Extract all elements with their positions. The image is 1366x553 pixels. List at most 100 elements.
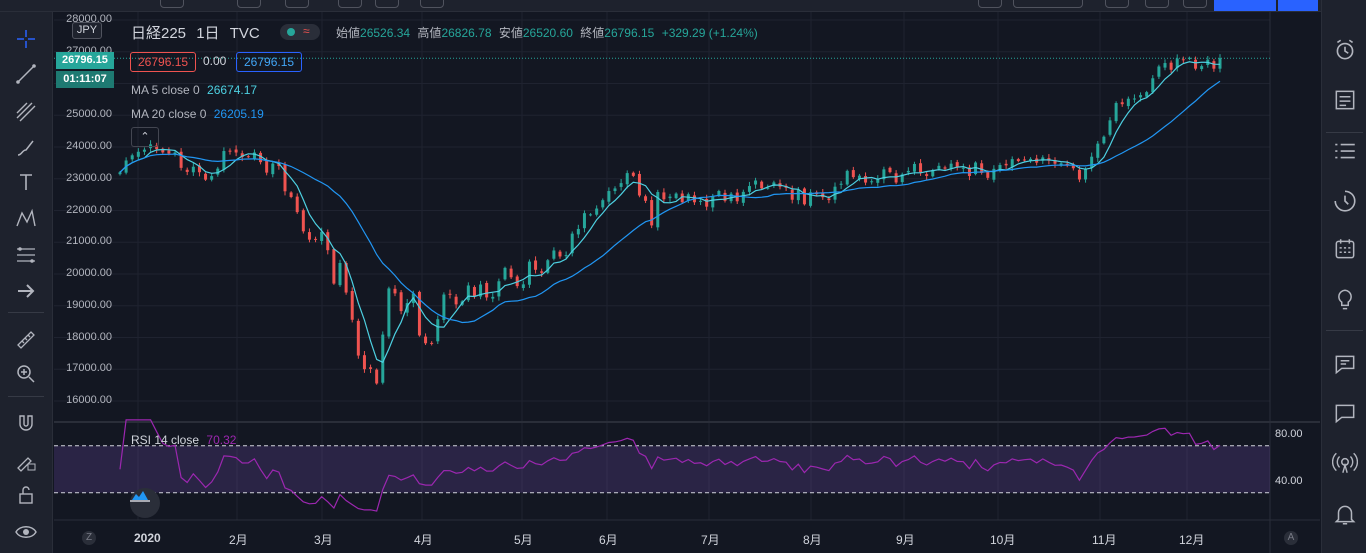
auto-scale-button[interactable]: A [1284, 531, 1298, 545]
candle [307, 228, 311, 243]
toolbar-button-cut[interactable] [1013, 0, 1083, 8]
candle [204, 172, 208, 181]
chat-panel-button[interactable] [1328, 347, 1362, 381]
ma5-legend[interactable]: MA 5 close 0 26674.17 [131, 83, 257, 97]
candle [974, 161, 978, 176]
candle [1145, 90, 1149, 98]
watchlist-icon [1335, 143, 1355, 159]
candle [882, 166, 886, 184]
candle [845, 169, 849, 186]
lock-drawing-icon [17, 457, 36, 472]
toolbar-button-cut[interactable] [1183, 0, 1207, 8]
message-panel-button[interactable] [1328, 396, 1362, 430]
calendar-icon [1335, 239, 1355, 259]
toolbar-button-cut[interactable] [338, 0, 362, 8]
watchlist-panel-button[interactable] [1328, 134, 1362, 168]
message-icon [1335, 404, 1355, 424]
candle [1157, 64, 1161, 79]
right-sidebar [1321, 0, 1366, 553]
clock-panel-button[interactable] [1328, 184, 1362, 218]
candle [1010, 156, 1014, 172]
candle [900, 172, 904, 185]
toolbar-button-cut[interactable] [375, 0, 399, 8]
candle [1187, 56, 1191, 61]
sell-button[interactable]: 26796.15 [130, 52, 197, 72]
candle [436, 315, 440, 345]
crosshair-icon [17, 30, 35, 48]
candle [1077, 166, 1081, 183]
alert-panel-button[interactable] [1328, 33, 1362, 67]
toolbar-button-cut[interactable] [1145, 0, 1169, 8]
candle [778, 179, 782, 190]
lock-tool-button[interactable] [8, 480, 44, 510]
toolbar-button-cut[interactable] [237, 0, 261, 8]
candle [1126, 96, 1130, 110]
candle [503, 266, 507, 281]
fib-tool-button[interactable] [8, 97, 44, 127]
broadcast-panel-button[interactable] [1328, 446, 1362, 480]
buy-button[interactable]: 26796.15 [236, 52, 303, 72]
zoom-corner-button[interactable]: Z [82, 531, 96, 545]
time-axis-label: 9月 [896, 533, 915, 547]
candle [1181, 56, 1185, 64]
publish-button[interactable] [1214, 0, 1276, 11]
candle [564, 251, 568, 259]
rsi-legend[interactable]: RSI 14 close 70.32 [131, 433, 236, 447]
idea-panel-button[interactable] [1328, 283, 1362, 317]
candle [558, 249, 562, 259]
candle [961, 163, 965, 173]
candle [1059, 162, 1063, 167]
price-axis-label: 22000.00 [66, 203, 112, 216]
toolbar-button-cut[interactable] [978, 0, 1002, 8]
toolbar-button-cut[interactable] [285, 0, 309, 8]
candle [179, 148, 183, 171]
candle [1163, 59, 1167, 71]
brush-tool-button[interactable] [8, 133, 44, 163]
toolbar-button-cut[interactable] [1105, 0, 1129, 8]
currency-badge[interactable]: JPY [72, 22, 102, 39]
candle [668, 193, 672, 203]
candle [454, 294, 458, 309]
text-tool-button[interactable] [8, 167, 44, 197]
trend-line-icon [16, 64, 36, 84]
eye-tool-button[interactable] [8, 517, 44, 547]
symbol-title[interactable]: 日経225 1日 TVC [131, 22, 260, 43]
account-button[interactable] [1278, 0, 1318, 11]
pattern-tool-button[interactable] [8, 204, 44, 234]
candle [1212, 58, 1216, 72]
price-axis-label: 17000.00 [66, 362, 112, 375]
chart-canvas[interactable] [54, 12, 1320, 553]
candle [607, 187, 611, 205]
pattern-icon [16, 208, 36, 227]
ma20-legend[interactable]: MA 20 close 0 26205.19 [131, 107, 264, 121]
time-axis-label: 2月 [229, 533, 248, 547]
calendar-panel-button[interactable] [1328, 232, 1362, 266]
toolbar-button-cut[interactable] [160, 0, 184, 8]
toolbar-button-cut[interactable] [420, 0, 444, 8]
candle [234, 145, 238, 157]
close-value: 26796.15 [604, 26, 655, 40]
trend-line-tool-button[interactable] [8, 59, 44, 89]
chart-pane[interactable]: JPY 日経225 1日 TVC ≈ 始値26526.34 高値26826.78… [54, 12, 1320, 553]
collapse-legend-button[interactable]: ⌃ [131, 127, 159, 147]
zoom-in-tool-button[interactable] [8, 359, 44, 389]
ruler-tool-button[interactable] [8, 325, 44, 355]
forecast-tool-button[interactable] [8, 240, 44, 270]
symbol-name[interactable]: 日経225 [131, 25, 187, 42]
candle [424, 333, 428, 346]
candle [491, 292, 495, 303]
notification-panel-button[interactable] [1328, 497, 1362, 531]
ma5-label: MA 5 close 0 [131, 83, 200, 97]
list-panel-button[interactable] [1328, 83, 1362, 117]
magnet-tool-button[interactable] [8, 409, 44, 439]
market-status-badge[interactable]: ≈ [280, 24, 320, 40]
interval-label[interactable]: 1日 [196, 25, 220, 42]
tradingview-logo[interactable] [130, 488, 160, 518]
crosshair-tool-button[interactable] [8, 24, 44, 54]
candle [662, 188, 666, 203]
lock-drawing-tool-button[interactable] [8, 446, 44, 476]
arrow-tool-button[interactable] [8, 276, 44, 306]
low-label: 安値 [498, 26, 523, 40]
ruler-icon [17, 331, 35, 349]
candle [1004, 159, 1008, 170]
